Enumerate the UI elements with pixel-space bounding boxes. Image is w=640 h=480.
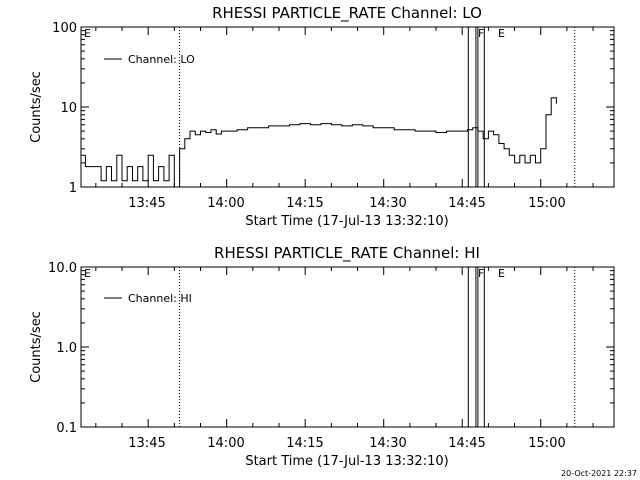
panel-hi-marker-label: E xyxy=(498,267,505,280)
panel-hi-xtick-label: 14:30 xyxy=(369,436,406,451)
panel-lo-xtick-label: 14:15 xyxy=(286,196,323,211)
panel-lo-series-line xyxy=(81,97,557,188)
panel-hi-title: RHESSI PARTICLE_RATE Channel: HI xyxy=(214,244,480,263)
panel-lo-xtick-label: 15:00 xyxy=(528,196,565,211)
panel-hi: RHESSI PARTICLE_RATE Channel: HI Counts/… xyxy=(29,244,615,469)
panel-lo-xtick-label: 13:45 xyxy=(128,196,165,211)
panel-lo-marker-label: E xyxy=(84,27,91,40)
panel-hi-xtick-label: 14:00 xyxy=(207,436,244,451)
panel-lo-ytick-label: 100 xyxy=(52,21,77,36)
panel-lo-marker-label: E xyxy=(498,27,505,40)
panel-hi-ytick-label: 1.0 xyxy=(56,341,77,356)
panel-hi-frame xyxy=(80,266,615,428)
plot-timestamp: 20-Oct-2021 22:37 xyxy=(561,469,637,478)
panel-lo-ytick-label: 10 xyxy=(60,101,77,116)
panel-lo-xtick-label: 14:30 xyxy=(369,196,406,211)
panel-lo-xtick-label: 14:00 xyxy=(207,196,244,211)
panel-hi-marker-label: F xyxy=(478,267,484,280)
panel-lo-frame xyxy=(80,26,615,188)
panel-lo-marker-label: F xyxy=(478,27,484,40)
panel-hi-ylabel: Counts/sec xyxy=(29,311,44,383)
panel-hi-ytick-label: 0.1 xyxy=(56,421,77,436)
panel-hi-ytick-label: 10.0 xyxy=(48,261,77,276)
panel-lo-legend-label: Channel: LO xyxy=(128,53,195,66)
panel-lo-ylabel: Counts/sec xyxy=(29,71,44,143)
panel-lo: RHESSI PARTICLE_RATE Channel: LO Counts/… xyxy=(29,4,615,229)
panel-hi-xtick-label: 13:45 xyxy=(128,436,165,451)
panel-hi-marker-label: E xyxy=(84,267,91,280)
panel-hi-legend-label: Channel: HI xyxy=(128,292,192,305)
panel-hi-xtick-label: 14:45 xyxy=(448,436,485,451)
panel-hi-xlabel: Start Time (17-Jul-13 13:32:10) xyxy=(245,454,448,469)
panel-lo-ytick-label: 1 xyxy=(69,181,77,196)
panel-hi-xtick-label: 14:15 xyxy=(286,436,323,451)
panel-hi-xtick-label: 15:00 xyxy=(528,436,565,451)
panel-lo-xtick-label: 14:45 xyxy=(448,196,485,211)
chart-marks xyxy=(81,27,614,428)
panel-lo-title: RHESSI PARTICLE_RATE Channel: LO xyxy=(212,4,482,23)
panel-lo-xlabel: Start Time (17-Jul-13 13:32:10) xyxy=(245,214,448,229)
